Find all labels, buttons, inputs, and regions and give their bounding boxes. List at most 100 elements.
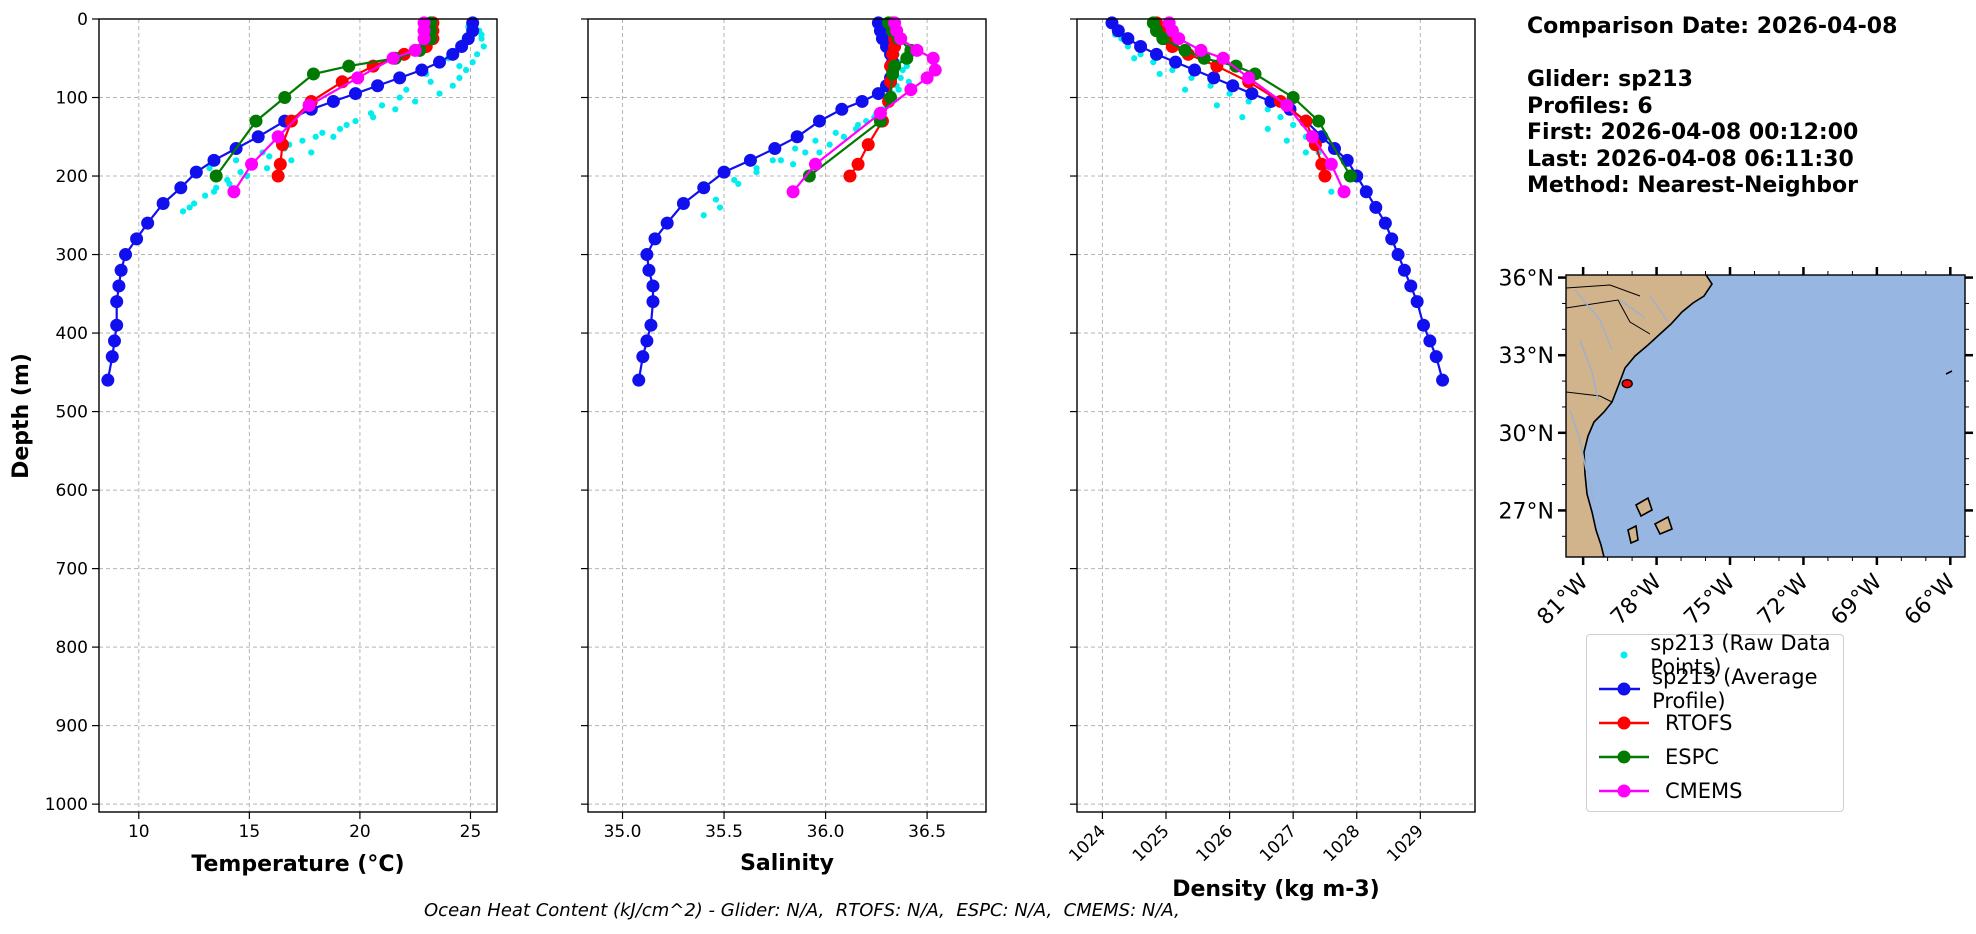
legend-item-rtofs: RTOFS xyxy=(1595,708,1732,738)
info-spacer xyxy=(1527,41,1897,68)
density-sp213-average-profile-marker xyxy=(1423,334,1437,348)
density-sp213-average-profile-marker xyxy=(1410,295,1424,309)
legend-dot-raw xyxy=(1620,651,1628,659)
map-lon-label: 75°W xyxy=(1680,569,1741,630)
temperature-sp213-raw-data-points-point xyxy=(478,31,485,38)
salinity-sp213-average-profile-marker xyxy=(644,318,658,332)
salinity-xtick-label: 36.0 xyxy=(807,822,845,842)
salinity-sp213-average-profile-marker xyxy=(660,216,674,230)
bahamas xyxy=(1627,496,1673,545)
salinity-cmems-marker xyxy=(920,71,934,85)
temperature-sp213-average-profile-marker xyxy=(189,165,203,179)
density-cmems-marker xyxy=(1337,185,1351,199)
density-sp213-raw-data-points-point xyxy=(1290,121,1297,129)
salinity-sp213-average-profile-marker xyxy=(812,114,826,128)
ohc-footer: Ocean Heat Content (kJ/cm^2) - Glider: N… xyxy=(424,900,1180,921)
temperature-sp213-raw-data-points-point xyxy=(202,192,209,199)
salinity-xtick-label: 36.5 xyxy=(908,822,946,842)
salinity-espc-marker xyxy=(884,91,898,105)
density-sp213-average-profile-marker xyxy=(1385,232,1399,246)
map-lat-label: 36°N xyxy=(1499,267,1554,292)
legend-item-espc: ESPC xyxy=(1595,742,1719,772)
legend-label-average: sp213 (Average Profile) xyxy=(1652,665,1818,713)
salinity-sp213-average-profile-marker xyxy=(640,334,654,348)
bermuda xyxy=(1945,370,1953,375)
salinity-sp213-raw-data-points-point xyxy=(895,86,902,93)
density-sp213-raw-data-points-point xyxy=(1156,70,1163,78)
depth-ytick-label: 100 xyxy=(56,89,88,109)
temperature-sp213-raw-data-points-point xyxy=(232,157,240,164)
temperature-sp213-raw-data-points-point xyxy=(456,63,463,70)
map-lat-label: 33°N xyxy=(1499,344,1554,369)
temperature-sp213-average-profile-marker xyxy=(141,216,155,230)
density-sp213-raw-data-points-point xyxy=(1226,90,1233,97)
temperature-xtick-label: 15 xyxy=(239,822,261,842)
density-sp213-average-profile-marker xyxy=(1369,200,1383,214)
density-rtofs-marker xyxy=(1318,169,1332,183)
temperature-xtick-label: 20 xyxy=(349,822,371,842)
salinity-sp213-average-profile-marker xyxy=(790,130,804,144)
comparison-date: Comparison Date: 2026-04-08 xyxy=(1527,14,1898,39)
salinity-sp213-raw-data-points-point xyxy=(802,149,809,156)
density-cmems-marker xyxy=(1172,32,1186,46)
legend-label-rtofs: RTOFS xyxy=(1665,711,1733,735)
density-sp213-average-profile-marker xyxy=(1207,71,1221,85)
salinity-espc-marker xyxy=(886,67,900,81)
salinity-espc-marker xyxy=(802,169,816,183)
temperature-sp213-average-profile-marker xyxy=(107,334,121,348)
depth-ytick-label: 800 xyxy=(56,638,88,658)
density-cmems-marker xyxy=(1194,43,1208,57)
density-xlabel: Density (kg m-3) xyxy=(1172,877,1380,902)
temperature-xtick-label: 10 xyxy=(128,822,150,842)
temperature-panel: 10 15 20 25 0 100 200 300 400 500 600 700 800 900 1000… xyxy=(9,10,498,877)
density-xtick-label: 1024 xyxy=(1065,821,1110,866)
temperature-sp213-raw-data-points-point xyxy=(456,74,463,81)
density-sp213-raw-data-points-point xyxy=(1150,59,1157,66)
salinity-sp213-raw-data-points-point xyxy=(816,149,823,156)
salinity-sp213-average-profile-marker xyxy=(717,165,731,179)
salinity-sp213-average-profile-marker xyxy=(768,142,782,156)
density-sp213-average-profile-marker xyxy=(1391,248,1405,262)
profile-count: Profiles: 6 xyxy=(1527,93,1653,119)
salinity-sp213-raw-data-points-point xyxy=(777,157,785,164)
temperature-espc-marker xyxy=(342,59,356,73)
salinity-sp213-average-profile-marker xyxy=(648,232,662,246)
depth-ytick-label: 300 xyxy=(56,246,88,266)
method: Method: Nearest-Neighbor xyxy=(1527,173,1858,198)
salinity-axes-frame xyxy=(587,18,987,813)
density-cmems-marker xyxy=(1242,71,1256,85)
legend-symbol-rtofs xyxy=(1599,716,1649,730)
salinity-sp213-average-profile-marker xyxy=(632,373,646,387)
temperature-sp213-raw-data-points-point xyxy=(288,157,295,164)
density-espc-marker xyxy=(1312,114,1326,128)
density-sp213-average-profile-marker xyxy=(1188,63,1202,77)
glider-position-marker xyxy=(1621,378,1633,389)
temperature-sp213-average-profile-marker xyxy=(433,55,447,69)
density-sp213-average-profile-marker xyxy=(1340,153,1354,167)
salinity-rtofs-marker xyxy=(843,169,857,183)
salinity-xlabel: Salinity xyxy=(740,851,834,876)
temperature-sp213-average-profile-marker xyxy=(446,47,460,61)
info-panel: Comparison Date: 2026-04-08 Glider: sp21… xyxy=(1527,14,1897,200)
temperature-rtofs-marker xyxy=(273,157,287,171)
temperature-sp213-raw-data-points-point xyxy=(266,153,273,160)
salinity-sp213-raw-data-points-point xyxy=(789,161,797,168)
salinity-sp213-raw-data-points-point xyxy=(769,157,776,164)
temperature-sp213-raw-data-points-point xyxy=(469,59,476,66)
density-sp213-raw-data-points-point xyxy=(1188,74,1195,81)
temperature-sp213-average-profile-marker xyxy=(110,318,124,332)
temperature-xlabel: Temperature (°C) xyxy=(191,852,404,877)
salinity-sp213-average-profile-line xyxy=(637,22,894,381)
density-panel: 1024 1025 1026 1027 1028 1029 Density (kg m-3… xyxy=(1065,16,1476,902)
temperature-xtick-label: 25 xyxy=(460,822,482,842)
salinity-sp213-average-profile-marker xyxy=(642,263,656,277)
temperature-espc-marker xyxy=(249,114,263,128)
temperature-sp213-average-profile-marker xyxy=(114,263,128,277)
salinity-cmems-marker xyxy=(904,83,918,97)
temperature-sp213-raw-data-points-point xyxy=(179,208,187,215)
temperature-espc-marker xyxy=(209,169,223,183)
temperature-sp213-raw-data-points-point xyxy=(312,133,319,140)
land xyxy=(1566,275,1713,557)
density-sp213-average-profile-marker xyxy=(1111,24,1125,38)
